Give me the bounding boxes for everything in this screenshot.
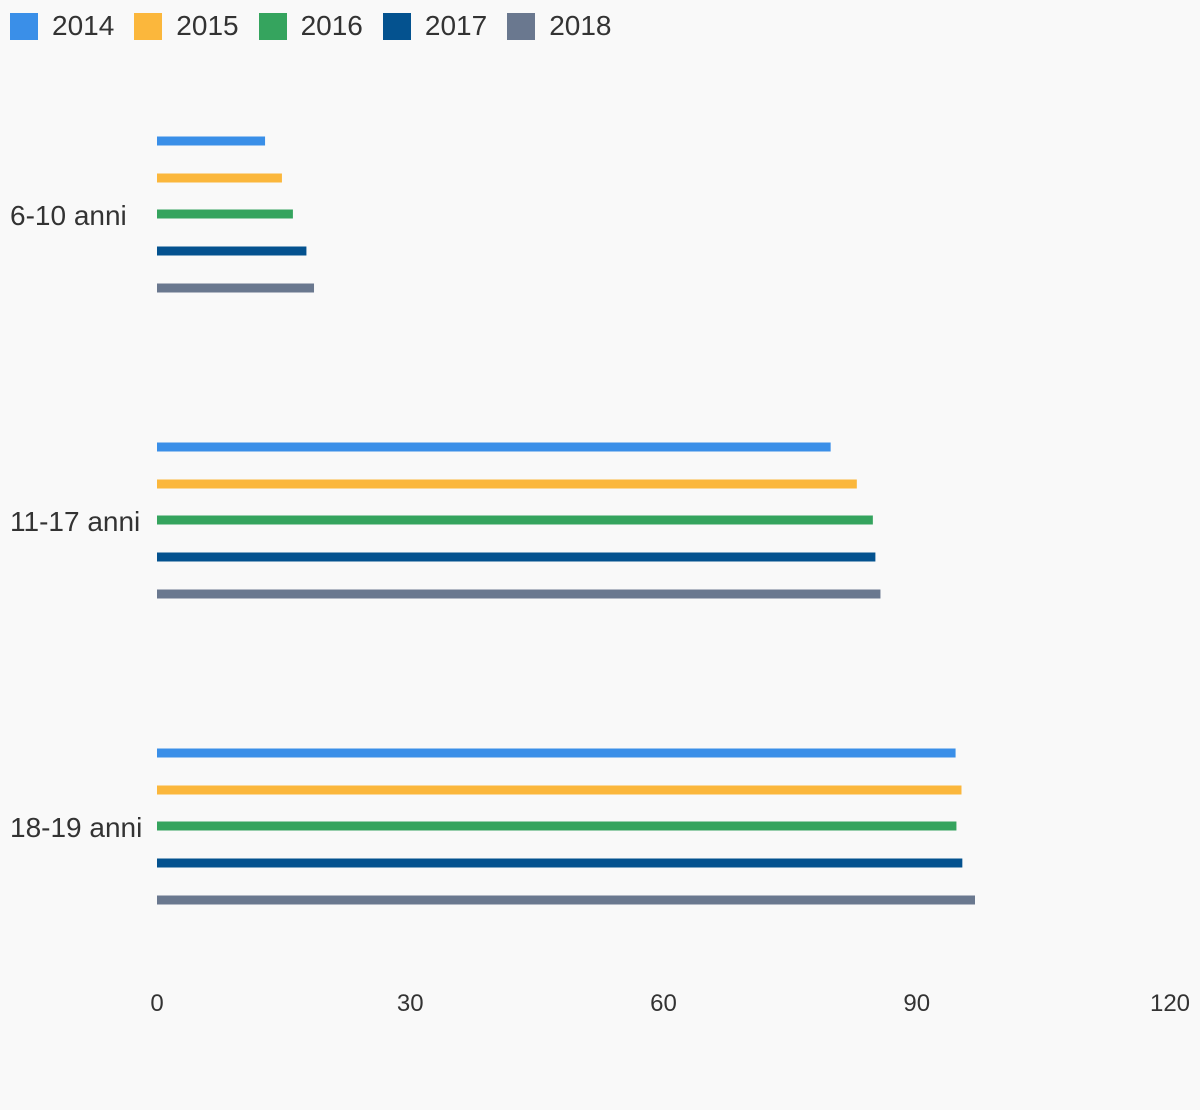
x-tick-label-1: 30 bbox=[397, 990, 424, 1017]
bar-2016-2[interactable] bbox=[157, 821, 957, 831]
chart-legend: 2014 2015 2016 2017 2018 bbox=[10, 10, 631, 42]
bar-2017-0[interactable] bbox=[157, 246, 307, 256]
bar-2015-2[interactable] bbox=[157, 785, 962, 795]
legend-swatch-2017 bbox=[382, 12, 411, 40]
legend-item-2018[interactable]: 2018 bbox=[507, 10, 611, 42]
category-label-1: 11-17 anni bbox=[10, 506, 140, 537]
legend-label-2017: 2017 bbox=[424, 10, 488, 41]
legend-swatch-2016 bbox=[258, 12, 287, 40]
legend-swatch-2018 bbox=[507, 12, 536, 40]
legend-item-2015[interactable]: 2015 bbox=[134, 10, 239, 42]
bar-2016-0[interactable] bbox=[157, 209, 293, 219]
bar-2015-1[interactable] bbox=[157, 479, 857, 489]
bar-2018-1[interactable] bbox=[157, 589, 881, 599]
legend-label-2016: 2016 bbox=[300, 10, 363, 41]
bar-2018-2[interactable] bbox=[157, 895, 975, 905]
category-label-0: 6-10 anni bbox=[10, 200, 127, 231]
category-label-2: 18-19 anni bbox=[10, 812, 142, 843]
x-tick-label-2: 60 bbox=[650, 990, 677, 1017]
bar-2017-2[interactable] bbox=[157, 858, 963, 868]
x-tick-label-3: 90 bbox=[903, 990, 930, 1017]
bar-2014-0[interactable] bbox=[157, 136, 266, 146]
legend-swatch-2015 bbox=[134, 12, 163, 40]
bar-2014-1[interactable] bbox=[157, 442, 831, 452]
bar-2015-0[interactable] bbox=[157, 173, 282, 183]
legend-item-2016[interactable]: 2016 bbox=[258, 10, 363, 42]
bar-2014-2[interactable] bbox=[157, 748, 956, 758]
legend-item-2017[interactable]: 2017 bbox=[382, 10, 488, 42]
bar-2016-1[interactable] bbox=[157, 515, 873, 525]
x-tick-label-4: 120 bbox=[1150, 990, 1190, 1017]
legend-label-2018: 2018 bbox=[549, 10, 612, 41]
legend-label-2015: 2015 bbox=[176, 10, 239, 41]
legend-swatch-2014 bbox=[10, 12, 38, 40]
x-tick-label-0: 0 bbox=[150, 990, 163, 1017]
bar-2017-1[interactable] bbox=[157, 552, 876, 562]
bar-2018-0[interactable] bbox=[157, 283, 315, 293]
legend-label-2014: 2014 bbox=[52, 10, 115, 41]
legend-item-2014[interactable]: 2014 bbox=[10, 10, 114, 42]
